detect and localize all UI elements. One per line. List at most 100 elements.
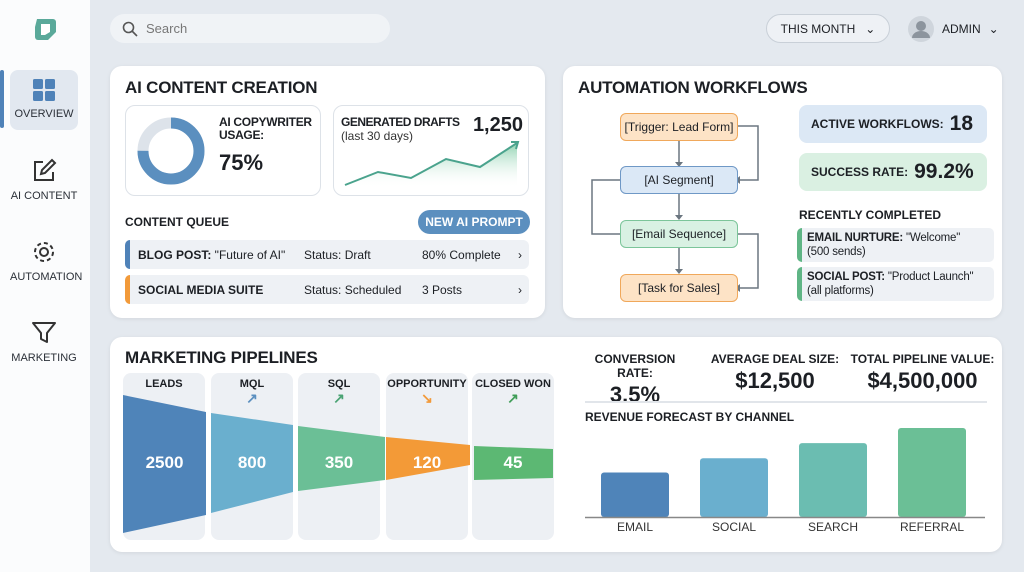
stage-value: 45: [503, 453, 523, 472]
search-input[interactable]: Search: [110, 14, 390, 43]
bar-social: [700, 458, 768, 517]
kpi-pipeline-value: TOTAL PIPELINE VALUE: $4,500,000: [850, 352, 995, 394]
row-accent: [125, 240, 130, 269]
sidebar-item-ai-content[interactable]: AI CONTENT: [10, 158, 78, 202]
trend-up-icon: ↗: [246, 390, 258, 406]
recent-item[interactable]: EMAIL NURTURE: "Welcome" (500 sends): [797, 228, 994, 262]
sidebar-item-overview[interactable]: OVERVIEW: [10, 70, 78, 130]
funnel-segment-sql: [298, 426, 385, 491]
stage-value: 350: [324, 453, 354, 472]
bar-referral: [898, 428, 966, 517]
row-progress: 80% Complete: [422, 247, 501, 262]
recent-name: "Product Launch": [884, 271, 974, 283]
queue-row[interactable]: BLOG POST: "Future of AI" Status: Draft …: [125, 240, 529, 269]
recent-type: EMAIL NURTURE:: [807, 232, 904, 244]
kpi-value: 3.5%: [609, 382, 661, 407]
bar-email: [601, 472, 669, 517]
stage-value: 800: [237, 453, 267, 472]
chevron-right-icon[interactable]: ›: [518, 247, 522, 262]
period-label: THIS MONTH: [780, 21, 856, 36]
sidebar-item-automation[interactable]: AUTOMATION: [10, 239, 82, 283]
usage-donut: [137, 117, 205, 185]
search-placeholder: Search: [146, 21, 188, 36]
row-progress: 3 Posts: [422, 282, 463, 297]
chevron-right-icon[interactable]: ›: [518, 282, 522, 297]
drafts-value: 1,250: [472, 114, 523, 136]
user-name: ADMIN: [942, 22, 981, 36]
x-tick-label: SEARCH: [807, 520, 858, 534]
row-type: SOCIAL MEDIA SUITE: [138, 282, 264, 297]
recent-item[interactable]: SOCIAL POST: "Product Launch" (all platfo…: [797, 267, 994, 301]
kpi-value: $12,500: [735, 368, 815, 393]
kpi-deal-size: AVERAGE DEAL SIZE: $12,500: [710, 352, 840, 394]
stage-label: MQL: [239, 378, 265, 390]
kpi-label: AVERAGE DEAL SIZE:: [710, 352, 840, 366]
divider: [585, 401, 987, 403]
logo-icon: [35, 19, 56, 40]
trend-up-icon: ↗: [507, 390, 519, 406]
sidebar-item-label: OVERVIEW: [14, 108, 74, 120]
avatar: [908, 16, 934, 42]
usage-label: AI COPYWRITER USAGE:: [219, 115, 312, 142]
workflow-node-task[interactable]: [Task for Sales]: [620, 274, 738, 302]
recent-detail: (all platforms): [807, 285, 874, 297]
period-dropdown[interactable]: THIS MONTH ⌄: [766, 14, 890, 43]
usage-value: 75%: [219, 150, 264, 175]
sidebar-item-label: AUTOMATION: [10, 271, 83, 283]
row-name: "Future of AI": [211, 247, 286, 262]
workflow-node-segment[interactable]: [AI Segment]: [620, 166, 738, 194]
drafts-label: GENERATED DRAFTS: [341, 115, 460, 129]
kpi-label: CONVERSION RATE:: [594, 352, 676, 380]
kpi-conversion: CONVERSION RATE: 3.5%: [580, 352, 690, 408]
queue-row[interactable]: SOCIAL MEDIA SUITE Status: Scheduled 3 P…: [125, 275, 529, 304]
chart-title: REVENUE FORECAST BY CHANNEL: [585, 410, 795, 424]
funnel-icon: [32, 322, 56, 343]
chevron-down-icon: ⌄: [988, 22, 999, 36]
edit-icon: [34, 158, 57, 181]
recent-title: RECENTLY COMPLETED: [799, 208, 942, 222]
stat-label: ACTIVE WORKFLOWS:: [811, 117, 944, 131]
sidebar-item-marketing[interactable]: MARKETING: [10, 320, 78, 364]
card-title: AUTOMATION WORKFLOWS: [578, 78, 808, 97]
active-indicator: [0, 70, 4, 128]
drafts-sparkline: [344, 141, 520, 188]
funnel-segment-leads: [123, 395, 206, 533]
funnel-segment-mql: [211, 413, 293, 513]
row-type: BLOG POST:: [138, 247, 212, 262]
stage-value: 120: [412, 453, 442, 472]
row-accent: [125, 275, 130, 304]
row-status: Status: Draft: [304, 247, 371, 262]
stage-label: SQL: [327, 378, 351, 390]
recent-type: SOCIAL POST:: [807, 271, 885, 283]
workflow-node-trigger[interactable]: [Trigger: Lead Form]: [620, 113, 738, 141]
row-status: Status: Scheduled: [304, 282, 402, 297]
new-ai-prompt-button[interactable]: NEW AI PROMPT: [418, 210, 530, 234]
stat-value: 99.2%: [914, 160, 974, 183]
search-icon: [122, 21, 138, 37]
success-rate-stat: SUCCESS RATE: 99.2%: [799, 153, 987, 191]
kpi-label: TOTAL PIPELINE VALUE:: [850, 352, 995, 366]
revenue-chart: [585, 428, 985, 519]
card-title: MARKETING PIPELINES: [125, 348, 318, 367]
grid-icon: [33, 79, 55, 101]
trend-up-icon: ↗: [333, 390, 345, 406]
funnel-segment-closed-won: [474, 446, 553, 480]
pipeline-funnel: [123, 395, 553, 533]
stage-value: 2500: [145, 453, 184, 472]
sidebar: OVERVIEW AI CONTENT AUTOMATION MARKETING: [0, 0, 90, 572]
card-title: AI CONTENT CREATION: [125, 78, 318, 97]
workflow-node-email[interactable]: [Email Sequence]: [620, 220, 738, 248]
user-menu[interactable]: ADMIN ⌄: [908, 16, 999, 42]
stage-label: LEADS: [145, 378, 183, 390]
kpi-value: $4,500,000: [867, 368, 978, 393]
workflow-connectors: [591, 125, 759, 292]
queue-title: CONTENT QUEUE: [125, 215, 230, 229]
x-tick-label: SOCIAL: [711, 520, 756, 534]
stage-label: CLOSED WON: [475, 378, 551, 390]
stage-label: OPPORTUNITY: [387, 378, 467, 390]
gear-icon: [34, 242, 54, 262]
chevron-down-icon: ⌄: [865, 21, 876, 36]
recent-detail: (500 sends): [807, 246, 866, 258]
x-tick-label: REFERRAL: [899, 520, 964, 534]
sidebar-item-label: MARKETING: [11, 352, 77, 364]
